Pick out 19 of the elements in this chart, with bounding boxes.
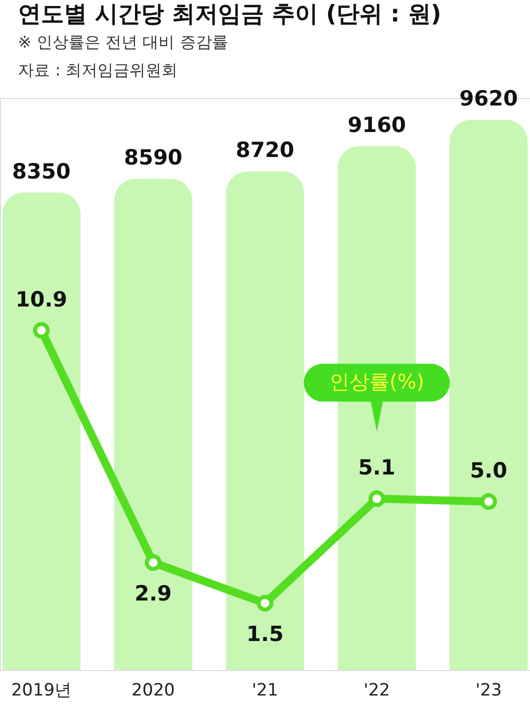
chart-subtitle: ※ 인상률은 전년 대비 증감률 xyxy=(18,32,228,52)
x-tick-label: 2020 xyxy=(132,680,175,700)
x-tick-label: 2019년 xyxy=(11,680,72,700)
text: 인상률(%) xyxy=(330,370,424,394)
x-tick-label: '22 xyxy=(364,680,390,700)
data-label: 5.1 xyxy=(358,456,396,480)
data-label: 2.9 xyxy=(134,582,172,606)
chart-title: 연도별 시간당 최저임금 추이 (단위 : 원) xyxy=(18,2,442,28)
data-label: 10.9 xyxy=(15,287,68,312)
data-label: 5.0 xyxy=(470,458,508,483)
x-tick-label: '23 xyxy=(475,680,502,700)
text: 자료 : 최저임금위원회 xyxy=(18,60,178,80)
data-label: 9160 xyxy=(348,113,406,138)
data-label: 8590 xyxy=(124,146,182,170)
data-label: 8350 xyxy=(12,159,71,184)
x-tick-label: '21 xyxy=(252,680,278,700)
data-label: 8720 xyxy=(236,138,294,162)
data-label: 9620 xyxy=(459,86,518,111)
data-label: 1.5 xyxy=(246,622,284,646)
